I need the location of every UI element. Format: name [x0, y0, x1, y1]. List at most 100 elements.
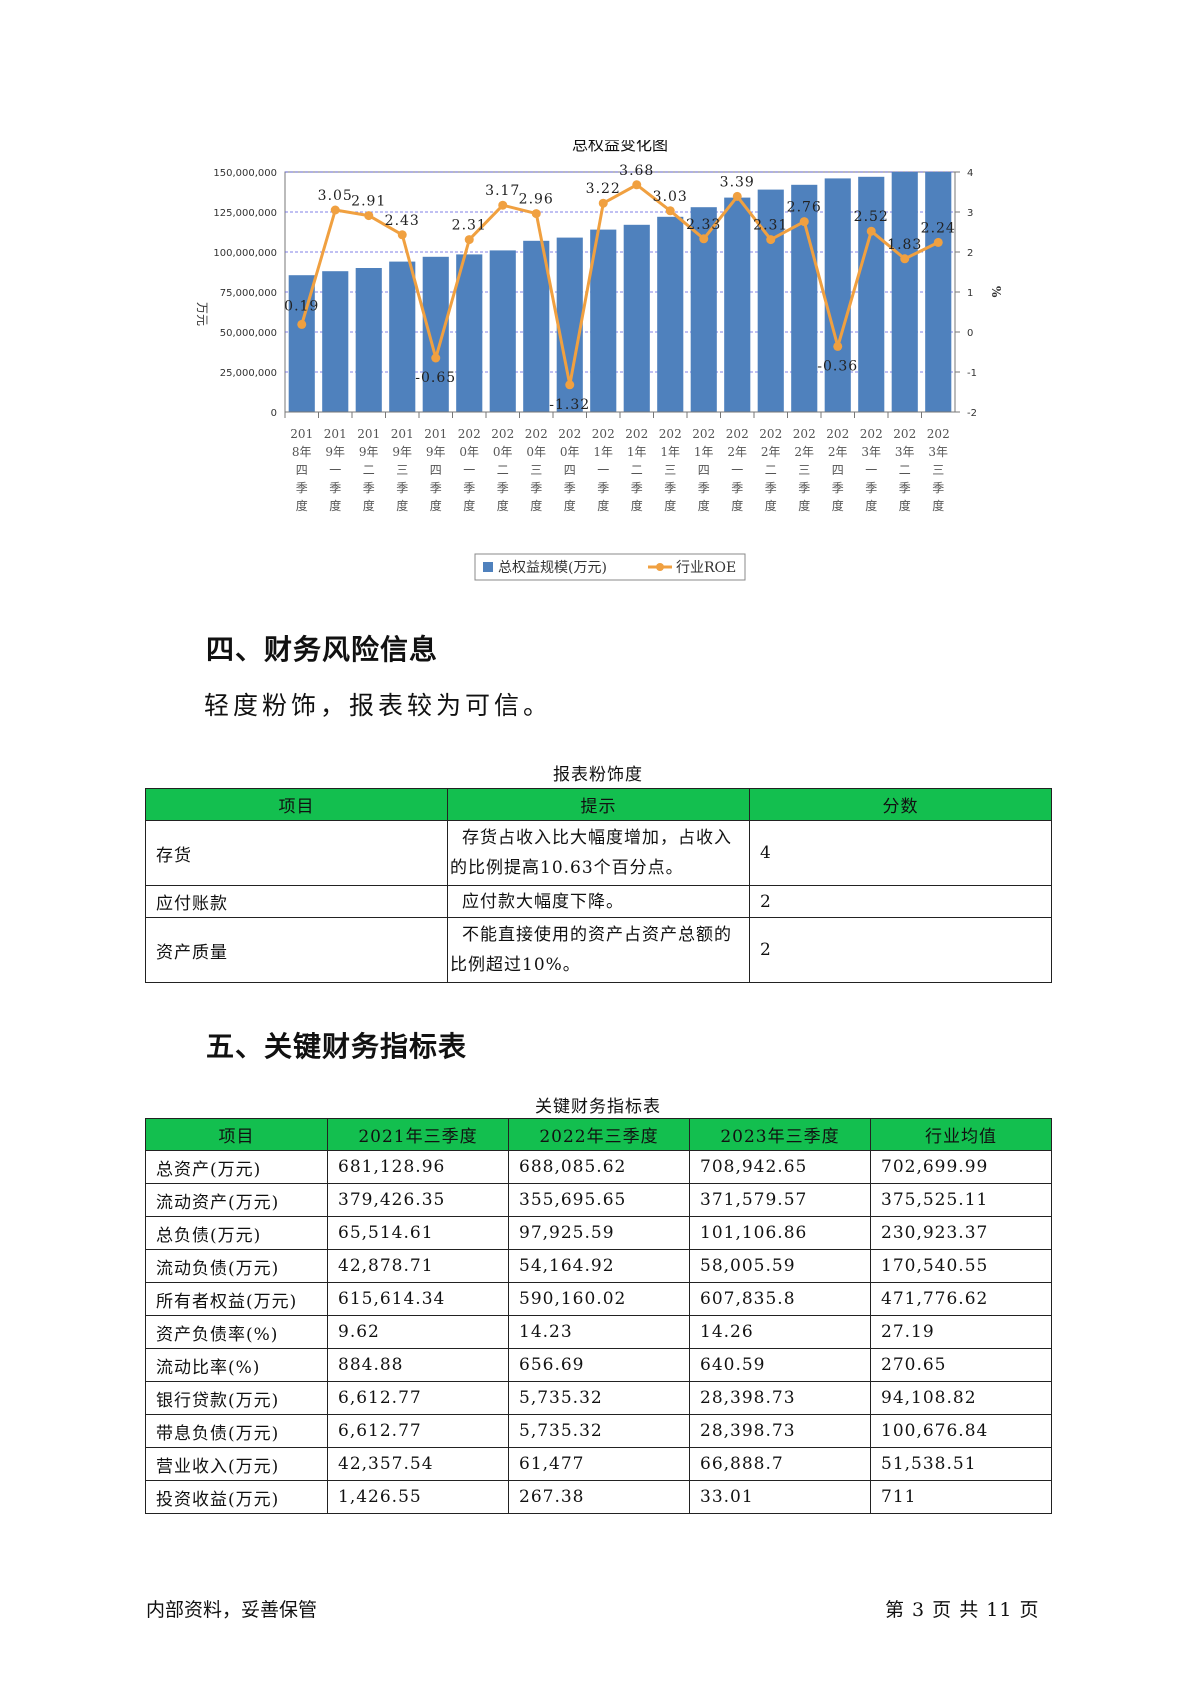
- x-tick-label: 季: [396, 481, 408, 495]
- y-left-tick-label: 125,000,000: [213, 208, 277, 219]
- chart-title: 总权益变化图: [572, 140, 668, 154]
- indicator-value: 28,398.73: [689, 1414, 871, 1448]
- indicator-value: 100,676.84: [870, 1414, 1052, 1448]
- equity-bar: [824, 178, 851, 412]
- x-tick-label: 202: [726, 427, 749, 441]
- x-tick-label: 二: [899, 463, 911, 477]
- x-tick-label: 度: [530, 498, 542, 513]
- x-tick-label: 四: [832, 463, 844, 477]
- x-tick-label: 季: [329, 481, 341, 495]
- indicator-value: 379,426.35: [327, 1183, 509, 1217]
- roe-point: [531, 209, 541, 219]
- x-tick-label: 度: [631, 498, 643, 513]
- x-tick-label: 8年: [292, 445, 312, 459]
- indicator-value: 270.65: [870, 1348, 1052, 1382]
- risk-score: 2: [749, 885, 1052, 918]
- indicator-value: 1,426.55: [327, 1480, 509, 1514]
- roe-data-label: 3.03: [653, 189, 688, 205]
- x-tick-label: 3年: [928, 445, 948, 459]
- indicator-value: 6,612.77: [327, 1414, 509, 1448]
- roe-point: [833, 341, 843, 351]
- roe-point: [699, 234, 709, 244]
- roe-point: [565, 380, 575, 390]
- x-tick-label: 季: [463, 481, 475, 495]
- x-tick-label: 季: [296, 481, 308, 495]
- x-tick-label: 度: [363, 498, 375, 513]
- risk-item: 资产质量: [145, 917, 448, 983]
- indicator-name: 投资收益(万元): [145, 1480, 328, 1514]
- roe-data-label: 2.52: [854, 209, 889, 225]
- indicator-value: 230,923.37: [870, 1216, 1052, 1250]
- roe-data-label: 2.76: [787, 200, 822, 216]
- roe-point: [297, 319, 307, 329]
- x-tick-label: 季: [564, 481, 576, 495]
- y-left-tick-label: 150,000,000: [213, 168, 277, 179]
- equity-bar: [355, 268, 382, 412]
- x-tick-label: 度: [597, 498, 609, 513]
- risk-hint: 不能直接使用的资产占资产总额的比例超过10%。: [447, 917, 750, 983]
- x-tick-label: 度: [430, 498, 442, 513]
- x-tick-label: 度: [664, 498, 676, 513]
- x-tick-label: 一: [865, 463, 877, 477]
- indicator-name: 流动资产(万元): [145, 1183, 328, 1217]
- table-row: 营业收入(万元) 42,357.54 61,477 66,888.7 51,538.51: [145, 1447, 1052, 1481]
- x-tick-label: 202: [592, 427, 615, 441]
- roe-data-label: 0.19: [284, 298, 319, 314]
- x-tick-label: 一: [463, 463, 475, 477]
- x-tick-label: 三: [530, 463, 542, 477]
- equity-bar: [858, 176, 885, 412]
- x-tick-label: 季: [832, 481, 844, 495]
- indicator-value: 33.01: [689, 1480, 871, 1514]
- x-tick-label: 1年: [627, 445, 647, 459]
- roe-data-label: 3.05: [318, 188, 353, 204]
- indicator-name: 流动比率(%): [145, 1348, 328, 1382]
- risk-hint: 应付款大幅度下降。: [447, 885, 750, 918]
- indicator-value: 101,106.86: [689, 1216, 871, 1250]
- risk-summary: 轻度粉饰，报表较为可信。: [204, 691, 553, 720]
- roe-point: [665, 206, 675, 216]
- x-tick-label: 一: [597, 463, 609, 477]
- indicator-value: 681,128.96: [327, 1150, 509, 1184]
- equity-bar: [590, 229, 617, 412]
- x-tick-label: 201: [290, 427, 313, 441]
- indicator-value: 375,525.11: [870, 1183, 1052, 1217]
- y-right-tick-label: 0: [967, 328, 973, 339]
- roe-data-label: 3.17: [485, 183, 520, 199]
- table-row: 带息负债(万元) 6,612.77 5,735.32 28,398.73 100,676…: [145, 1414, 1052, 1448]
- x-tick-label: 9年: [359, 445, 379, 459]
- x-tick-label: 202: [826, 427, 849, 441]
- table-row: 应付账款 应付款大幅度下降。 2: [145, 885, 1052, 918]
- roe-point: [598, 198, 608, 208]
- x-tick-label: 度: [329, 498, 341, 513]
- risk-hint: 存货占收入比大幅度增加，占收入的比例提高10.63个百分点。: [447, 820, 750, 886]
- x-tick-label: 度: [698, 498, 710, 513]
- x-tick-label: 202: [491, 427, 514, 441]
- indicator-value: 27.19: [870, 1315, 1052, 1349]
- x-tick-label: 1年: [593, 445, 613, 459]
- x-tick-label: 202: [558, 427, 581, 441]
- x-tick-label: 三: [664, 463, 676, 477]
- y-right-axis-label: %: [989, 286, 1003, 298]
- indicator-value: 702,699.99: [870, 1150, 1052, 1184]
- header-cell: 项目: [145, 788, 448, 821]
- table-row: 资产质量 不能直接使用的资产占资产总额的比例超过10%。 2: [145, 917, 1052, 983]
- indicator-value: 5,735.32: [508, 1381, 690, 1415]
- x-tick-label: 二: [363, 463, 375, 477]
- equity-chart: 总权益变化图 0 25,000,000 50,000,000 75,000,000 100…: [170, 140, 1020, 590]
- roe-data-label: 2.31: [452, 218, 487, 234]
- x-tick-label: 202: [659, 427, 682, 441]
- x-tick-label: 1年: [660, 445, 680, 459]
- indicator-value: 14.23: [508, 1315, 690, 1349]
- key-table-caption: 关键财务指标表: [535, 1097, 661, 1117]
- indicator-value: 61,477: [508, 1447, 690, 1481]
- legend-bar-swatch: [483, 562, 493, 572]
- roe-point: [431, 353, 441, 363]
- key-indicators-table: 项目 2021年三季度 2022年三季度 2023年三季度 行业均值 总资产(万…: [145, 1118, 1052, 1514]
- table-row: 资产负债率(%) 9.62 14.23 14.26 27.19: [145, 1315, 1052, 1349]
- risk-item: 存货: [145, 820, 448, 886]
- table-row: 银行贷款(万元) 6,612.77 5,735.32 28,398.73 94,108.…: [145, 1381, 1052, 1415]
- table-row: 存货 存货占收入比大幅度增加，占收入的比例提高10.63个百分点。 4: [145, 820, 1052, 886]
- x-tick-label: 一: [731, 463, 743, 477]
- equity-bar: [322, 271, 349, 412]
- header-cell: 2021年三季度: [327, 1118, 509, 1151]
